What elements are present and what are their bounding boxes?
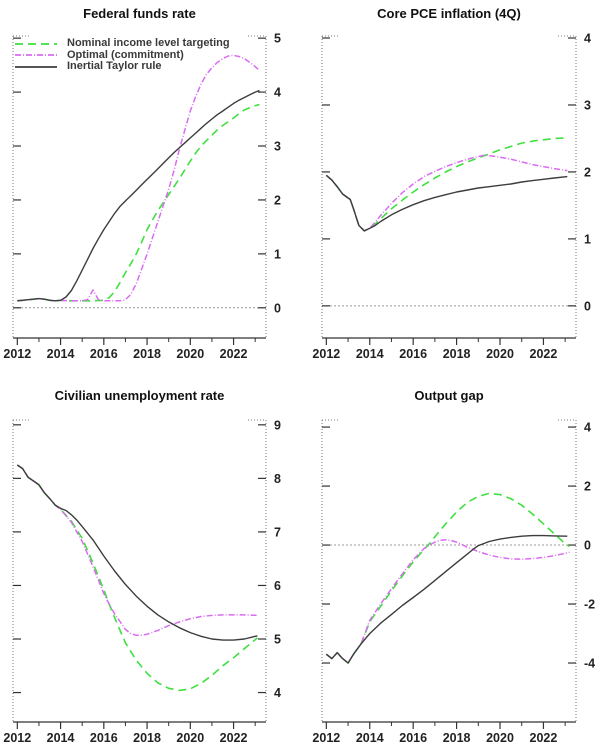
y-tick-label: 1 bbox=[274, 247, 281, 261]
legend-label-inertial-taylor: Inertial Taylor rule bbox=[67, 60, 162, 73]
series-inertial-taylor-rule bbox=[17, 89, 260, 302]
x-tick-label: 2016 bbox=[399, 731, 427, 745]
green-dashed-line-sample bbox=[15, 42, 57, 45]
x-tick-label: 2014 bbox=[47, 347, 75, 361]
x-tick-label: 2016 bbox=[90, 731, 118, 745]
x-tick-label: 2012 bbox=[312, 347, 340, 361]
x-tick-label: 2022 bbox=[530, 347, 558, 361]
chart-title-output-gap: Output gap bbox=[414, 388, 484, 403]
x-tick-label: 2014 bbox=[356, 731, 384, 745]
legend-item-optimal-commitment: Optimal (commitment) bbox=[14, 48, 230, 62]
y-tick-label: 0 bbox=[584, 299, 591, 313]
chart-title-core-pce-inflation: Core PCE inflation (4Q) bbox=[377, 6, 521, 21]
x-tick-label: 2020 bbox=[486, 731, 514, 745]
x-tick-label: 2018 bbox=[443, 731, 471, 745]
series-nominal-income-level-targeting bbox=[17, 103, 260, 302]
series-inertial-taylor-rule bbox=[16, 464, 258, 641]
legend-label-nominal-income: Nominal income level targeting bbox=[67, 37, 230, 50]
x-tick-label: 2012 bbox=[3, 731, 31, 745]
x-tick-label: 2014 bbox=[356, 347, 384, 361]
x-tick-label: 2020 bbox=[176, 731, 204, 745]
y-tick-label: 2 bbox=[274, 193, 281, 207]
y-tick-label: 2 bbox=[584, 480, 591, 494]
x-tick-label: 2016 bbox=[399, 347, 427, 361]
x-tick-label: 2022 bbox=[220, 731, 248, 745]
y-tick-label: 0 bbox=[274, 301, 281, 315]
y-tick-label: -2 bbox=[584, 598, 595, 612]
series-optimal-commitment bbox=[16, 464, 258, 637]
series-nominal-income-level-targeting bbox=[325, 137, 568, 232]
series-inertial-taylor-rule bbox=[325, 534, 568, 664]
chart-title-federal-funds-rate: Federal funds rate bbox=[83, 6, 196, 21]
chart-title-civilian-unemployment-rate: Civilian unemployment rate bbox=[54, 388, 225, 403]
y-tick-label: 4 bbox=[584, 32, 591, 46]
x-tick-label: 2016 bbox=[90, 347, 118, 361]
x-tick-label: 2018 bbox=[133, 731, 161, 745]
x-tick-label: 2020 bbox=[176, 347, 204, 361]
series-optimal-commitment bbox=[325, 538, 570, 664]
y-tick-label: 2 bbox=[584, 165, 591, 179]
x-tick-label: 2018 bbox=[443, 347, 471, 361]
magenta-dashdot-line-sample bbox=[15, 54, 57, 57]
y-tick-label: 9 bbox=[274, 418, 281, 432]
legend-item-nominal-income: Nominal income level targeting bbox=[14, 38, 230, 50]
y-tick-label: 0 bbox=[584, 539, 591, 553]
x-tick-label: 2012 bbox=[3, 347, 31, 361]
x-tick-label: 2012 bbox=[312, 731, 340, 745]
y-tick-label: 7 bbox=[274, 525, 281, 539]
y-tick-label: 4 bbox=[274, 86, 281, 100]
legend-label-optimal-commitment: Optimal (commitment) bbox=[67, 48, 184, 61]
x-tick-label: 2020 bbox=[486, 347, 514, 361]
x-tick-label: 2018 bbox=[133, 347, 161, 361]
black-solid-line-sample bbox=[15, 65, 57, 68]
series-nominal-income-level-targeting bbox=[325, 492, 570, 664]
y-tick-label: 5 bbox=[274, 633, 281, 647]
y-tick-label: 4 bbox=[584, 421, 591, 435]
x-tick-label: 2022 bbox=[530, 731, 558, 745]
y-tick-label: 8 bbox=[274, 472, 281, 486]
legend-item-inertial-taylor: Inertial Taylor rule bbox=[14, 61, 230, 73]
y-tick-label: 6 bbox=[274, 579, 281, 593]
x-tick-label: 2014 bbox=[47, 731, 75, 745]
y-tick-label: 1 bbox=[584, 232, 591, 246]
x-tick-label: 2022 bbox=[220, 347, 248, 361]
y-tick-label: 4 bbox=[274, 686, 281, 700]
y-tick-label: 3 bbox=[274, 140, 281, 154]
y-tick-label: 3 bbox=[584, 98, 591, 112]
y-tick-label: -4 bbox=[584, 657, 595, 671]
series-optimal-commitment bbox=[325, 154, 568, 232]
y-tick-label: 5 bbox=[274, 32, 281, 46]
series-optimal-commitment bbox=[17, 54, 260, 302]
series-inertial-taylor-rule bbox=[325, 174, 568, 232]
legend: Nominal income level targeting Optimal (… bbox=[14, 38, 230, 73]
series-nominal-income-level-targeting bbox=[16, 464, 258, 692]
